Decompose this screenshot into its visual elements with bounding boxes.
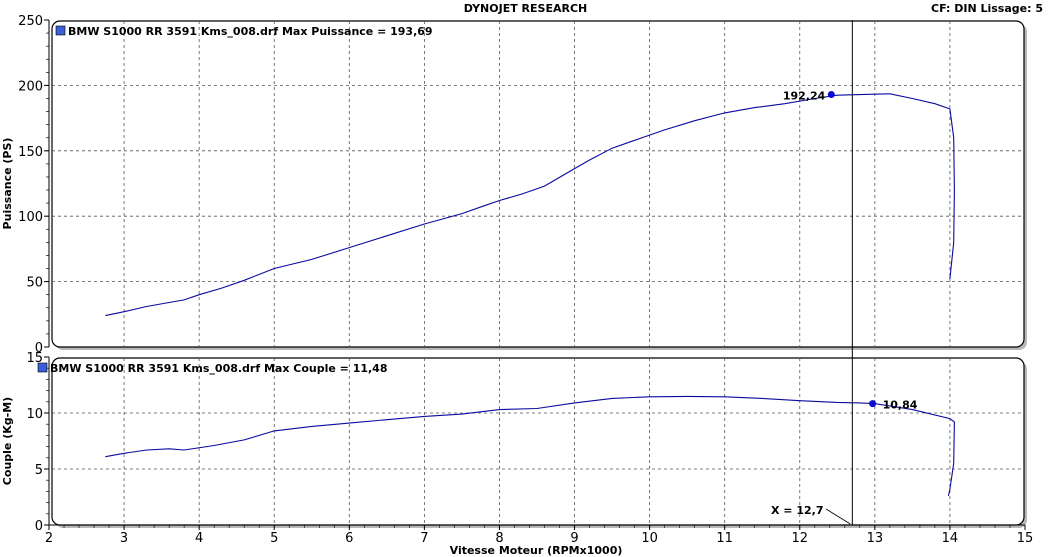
x-tick-label: 7	[420, 531, 428, 546]
x-tick-label: 3	[120, 531, 128, 546]
y-axis-label: Couple (Kg-M)	[1, 397, 14, 485]
legend-label: BMW S1000 RR 3591 Kms_008.drf Max Puissa…	[68, 25, 433, 38]
y-tick-label: 0	[35, 341, 43, 356]
y-tick-label: 200	[18, 79, 43, 94]
marker-label: 10,84	[883, 399, 918, 412]
legend-swatch	[37, 362, 48, 373]
max-marker	[869, 400, 877, 408]
y-tick-label: 250	[18, 14, 43, 29]
cursor-pointer	[825, 508, 851, 525]
y-tick-label: 50	[26, 276, 43, 291]
series-line	[105, 93, 955, 317]
settings-label: CF: DIN Lissage: 5	[931, 2, 1043, 15]
y-tick-label: 0	[35, 519, 43, 534]
legend-swatch	[55, 25, 66, 36]
x-tick-label: 4	[195, 531, 203, 546]
y-axis-label: Puissance (PS)	[1, 138, 14, 230]
x-tick-label: 13	[867, 531, 884, 546]
x-tick-label: 9	[570, 531, 578, 546]
x-tick-label: 6	[345, 531, 353, 546]
y-tick-label: 15	[26, 351, 43, 366]
y-tick-label: 100	[18, 210, 43, 225]
x-tick-label: 14	[942, 531, 959, 546]
cursor-label: X = 12,7	[771, 504, 824, 517]
y-tick-label: 150	[18, 145, 43, 160]
y-tick-label: 5	[35, 463, 43, 478]
panel-frame	[51, 20, 1025, 348]
chart-title: DYNOJET RESEARCH	[463, 2, 588, 15]
x-tick-label: 15	[1017, 531, 1034, 546]
x-tick-label: 10	[641, 531, 658, 546]
x-tick-label: 2	[45, 531, 53, 546]
x-tick-label: 11	[716, 531, 733, 546]
marker-label: 192,24	[783, 90, 826, 103]
legend-label: BMW S1000 RR 3591 Kms_008.drf Max Couple…	[50, 362, 388, 375]
panel-frame	[51, 357, 1025, 526]
y-tick-label: 10	[26, 407, 43, 422]
x-tick-label: 12	[791, 531, 808, 546]
x-tick-label: 5	[270, 531, 278, 546]
x-axis-label: Vitesse Moteur (RPMx1000)	[450, 544, 623, 557]
max-marker	[827, 91, 835, 99]
series-line	[105, 395, 955, 497]
x-tick-label: 8	[495, 531, 503, 546]
